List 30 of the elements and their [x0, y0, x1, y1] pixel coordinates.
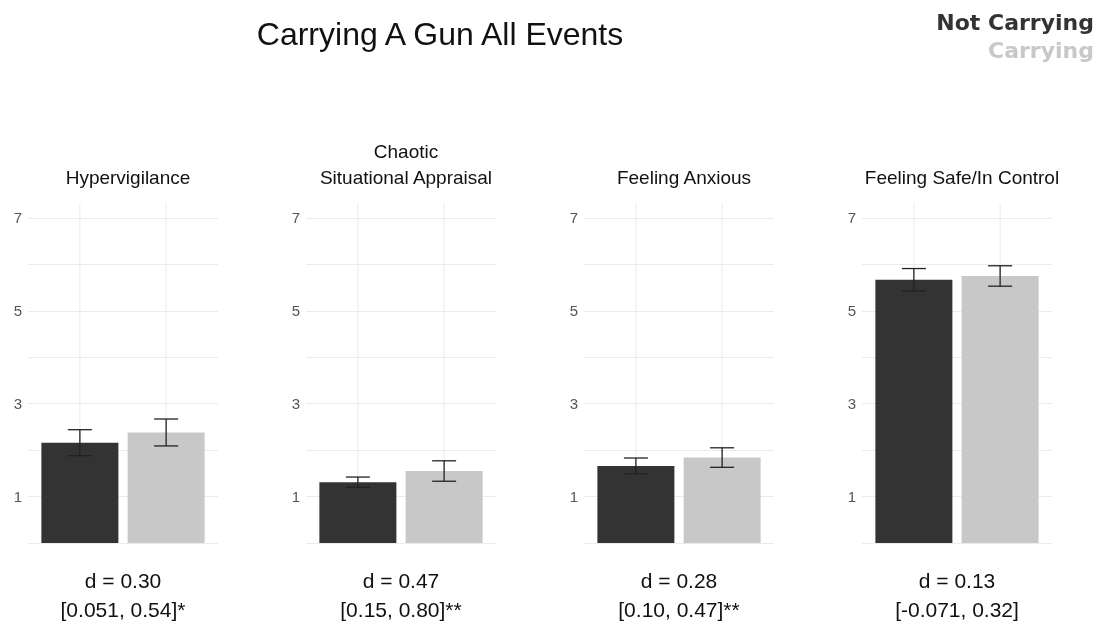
y-tick-label: 3: [847, 395, 856, 413]
y-tick-label: 7: [569, 209, 578, 227]
chart-subtitle: Feeling Safe/In Control: [864, 166, 1060, 188]
y-tick-label: 7: [13, 209, 22, 227]
text: d = 0.30: [84, 569, 162, 592]
y-tick-label: 1: [291, 488, 300, 506]
chart-subtitle: Feeling Anxious: [616, 166, 752, 188]
y-tick-label: 7: [847, 209, 856, 227]
y-tick-label: 3: [569, 395, 578, 413]
y-tick-label: 5: [847, 302, 856, 320]
y-tick-label: 3: [291, 395, 300, 413]
text: Not Carrying: [936, 9, 1094, 35]
text: [-0.071, 0.32]: [895, 598, 1019, 621]
y-tick-label: 5: [13, 302, 22, 320]
y-tick-label: 5: [291, 302, 300, 320]
text: d = 0.13: [918, 569, 996, 592]
y-tick-label: 1: [847, 488, 856, 506]
chart-subtitle: Chaotic Situational Appraisal: [319, 140, 493, 188]
text: d = 0.28: [640, 569, 718, 592]
y-tick-label: 3: [13, 395, 22, 413]
text: [0.10, 0.47]**: [618, 598, 740, 621]
text: [0.051, 0.54]*: [60, 598, 186, 621]
y-tick-label: 1: [13, 488, 22, 506]
chart-subtitle: Hypervigilance: [65, 166, 191, 188]
text: d = 0.47: [362, 569, 440, 592]
y-tick-label: 5: [569, 302, 578, 320]
y-tick-label: 1: [569, 488, 578, 506]
text: [0.15, 0.80]**: [340, 598, 462, 621]
chart-title: Carrying A Gun All Events: [256, 16, 624, 53]
y-tick-label: 7: [291, 209, 300, 227]
